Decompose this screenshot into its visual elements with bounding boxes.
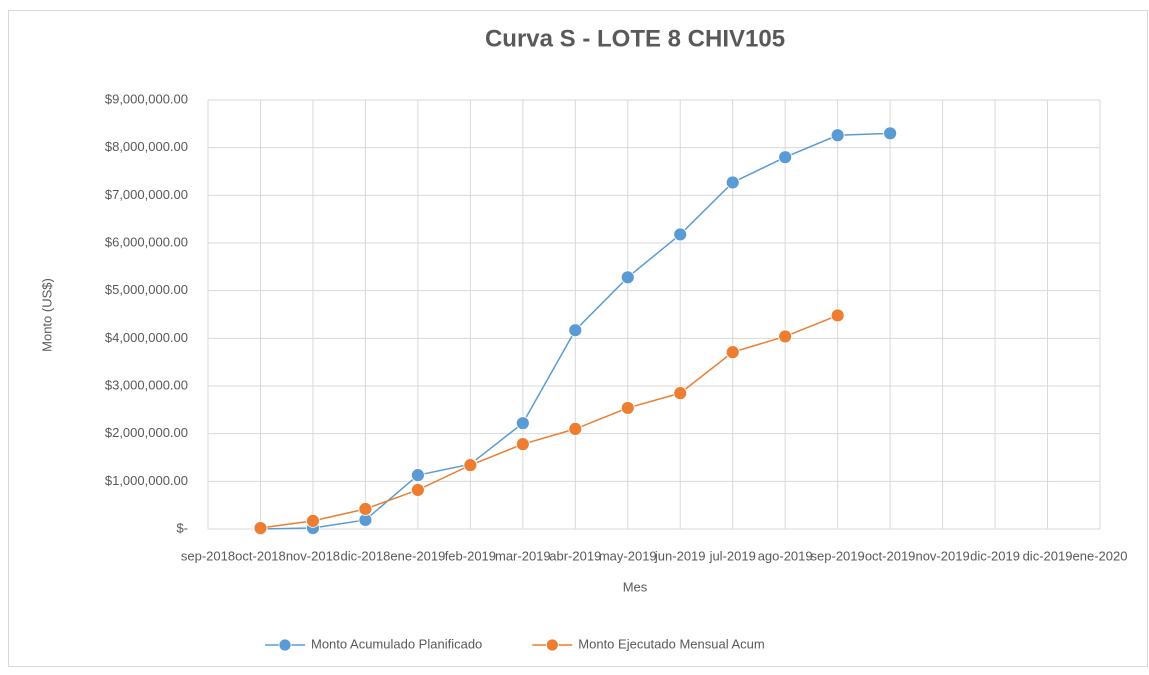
x-tick-label: jun-2019 [654, 548, 706, 563]
y-tick-label: $3,000,000.00 [105, 377, 188, 392]
y-tick-label: $7,000,000.00 [105, 187, 188, 202]
x-tick-label: nov-2018 [286, 548, 340, 563]
data-point [883, 126, 898, 141]
y-tick-label: $9,000,000.00 [105, 91, 188, 106]
x-tick-label: ene-2019 [390, 548, 445, 563]
x-tick-label: jul-2019 [709, 548, 756, 563]
legend-label: Monto Ejecutado Mensual Acum [578, 636, 764, 651]
data-point [568, 421, 583, 436]
y-axis-title: Monto (US$) [39, 278, 54, 352]
x-tick-label: dic-2019 [1023, 548, 1073, 563]
data-point [358, 502, 373, 516]
x-axis-title: Mes [623, 579, 648, 594]
data-point [725, 345, 740, 360]
data-point [620, 270, 635, 285]
y-tick-label: $2,000,000.00 [105, 425, 188, 440]
data-point [778, 329, 793, 344]
x-tick-label: dic-2019 [970, 548, 1020, 563]
x-tick-label: oct-2018 [235, 548, 286, 563]
data-point [778, 150, 793, 165]
y-tick-label: $1,000,000.00 [105, 473, 188, 488]
legend-marker [278, 638, 292, 652]
data-point [830, 308, 845, 323]
y-tick-label: $8,000,000.00 [105, 139, 188, 154]
x-tick-label: ago-2019 [758, 548, 813, 563]
y-tick-label: $- [176, 520, 188, 535]
legend-label: Monto Acumulado Planificado [311, 636, 482, 651]
y-tick-label: $6,000,000.00 [105, 234, 188, 249]
x-tick-label: oct-2019 [865, 548, 916, 563]
legend-marker [545, 638, 559, 652]
data-point [725, 175, 740, 190]
y-tick-label: $5,000,000.00 [105, 282, 188, 297]
series-line [260, 314, 838, 529]
data-point [620, 401, 635, 415]
data-point [410, 483, 425, 497]
x-tick-label: mar-2019 [495, 548, 551, 563]
data-point [253, 521, 268, 535]
x-tick-label: nov-2019 [915, 548, 969, 563]
data-point [463, 458, 478, 473]
data-point [515, 416, 530, 431]
data-point [673, 386, 688, 401]
data-point [568, 323, 583, 338]
x-tick-label: feb-2019 [445, 548, 496, 563]
x-tick-label: ene-2020 [1073, 548, 1128, 563]
x-tick-label: dic-2018 [340, 548, 390, 563]
data-point [673, 227, 688, 242]
data-point [306, 513, 320, 528]
x-tick-label: sep-2019 [811, 548, 865, 563]
chart-title: Curva S - LOTE 8 CHIV105 [485, 25, 785, 52]
data-point [830, 128, 845, 143]
y-tick-label: $4,000,000.00 [105, 330, 188, 345]
x-tick-label: sep-2018 [181, 548, 235, 563]
data-point [515, 437, 530, 452]
data-point [410, 468, 425, 483]
x-tick-label: may-2019 [599, 548, 657, 563]
x-tick-label: abr-2019 [549, 548, 601, 563]
